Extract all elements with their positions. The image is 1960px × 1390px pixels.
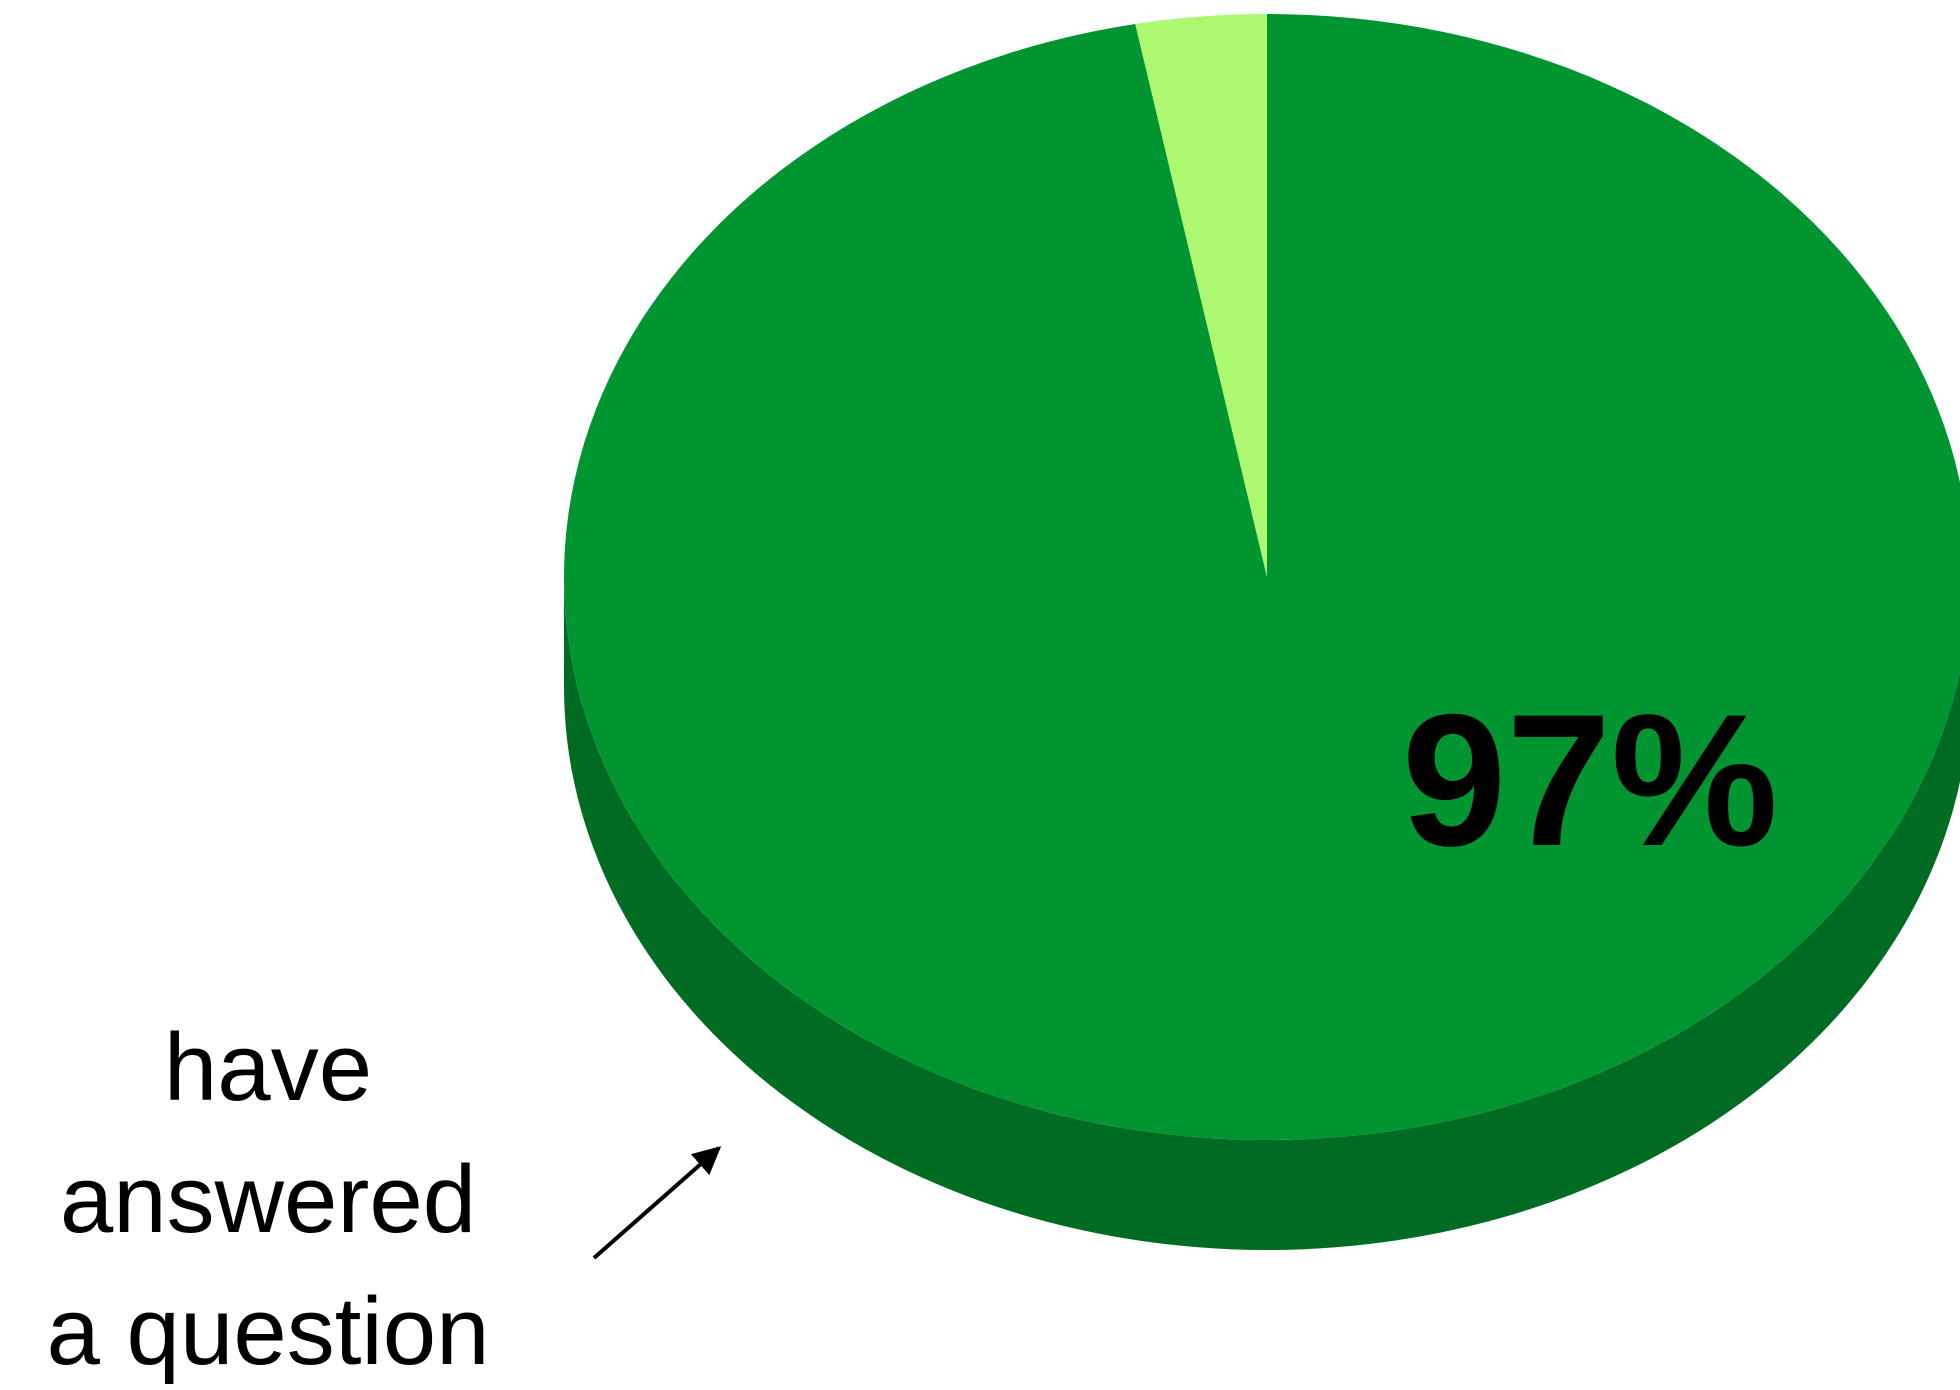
pie-slice-2: [1135, 14, 1267, 577]
slice-value-label: 97%: [1402, 675, 1778, 885]
annotation-line-1: have: [164, 1014, 372, 1121]
annotation: have answered a question: [46, 1014, 722, 1385]
pie-slices: [563, 14, 1960, 1140]
annotation-line-2: answered: [60, 1146, 476, 1253]
pie-labels: 97%: [1402, 675, 1778, 885]
pie-side-wall: [564, 577, 1960, 1250]
pie-slice-1: [563, 14, 1960, 1140]
annotation-line-3: a question: [46, 1278, 489, 1385]
annotation-arrow: [592, 1146, 722, 1260]
pie-side-wall-face: [564, 577, 1960, 1250]
